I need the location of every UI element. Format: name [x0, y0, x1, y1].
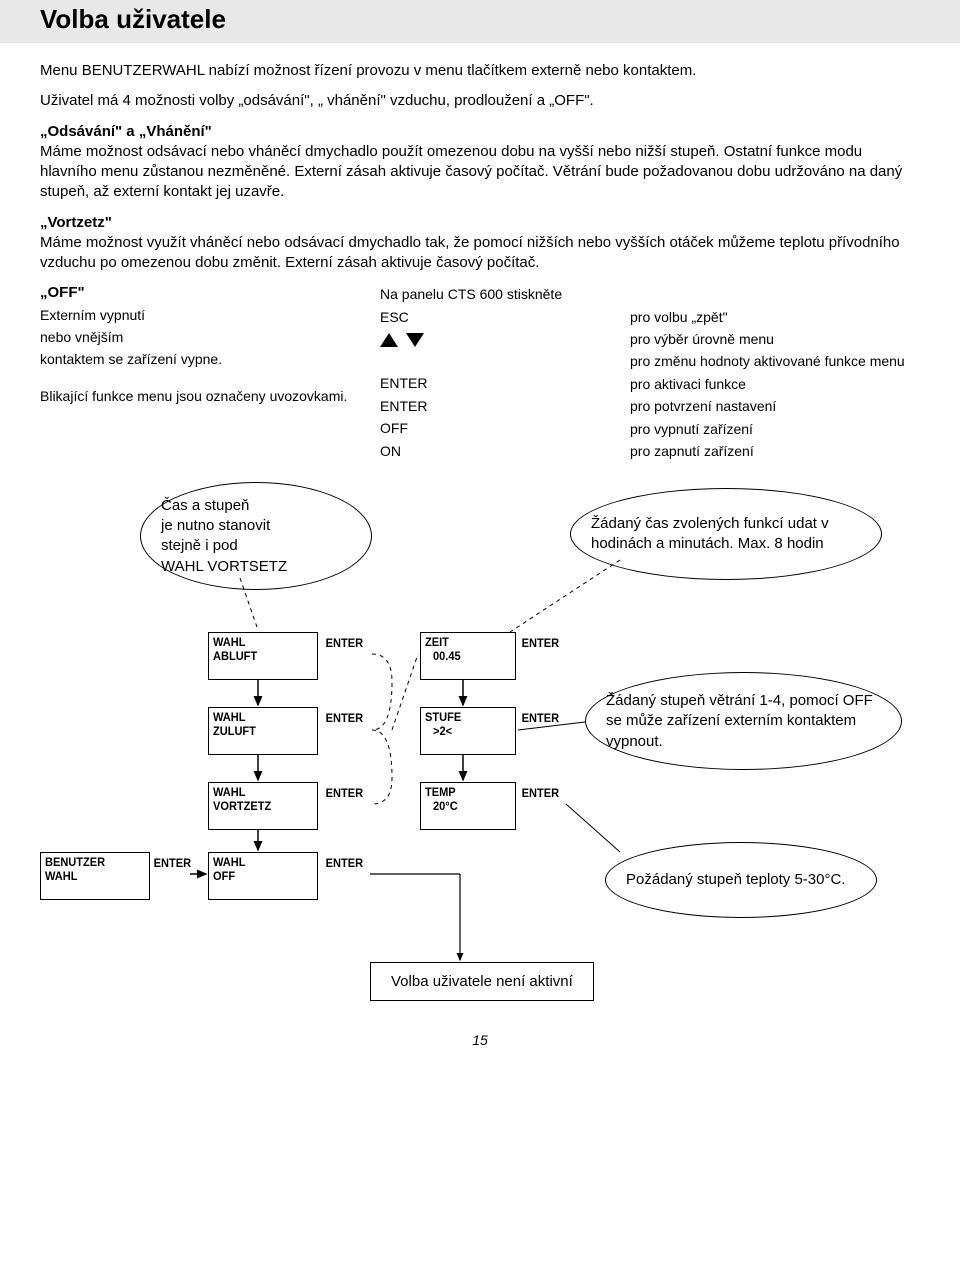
cmd-enter-2: ENTER [380, 395, 600, 417]
off-text-1: Externím vypnutí [40, 304, 350, 326]
cmd-on: ON [380, 440, 600, 462]
intro-2: Uživatel má 4 možnosti volby „odsávání",… [40, 91, 920, 111]
desc-esc: pro volbu „zpět" [630, 306, 920, 328]
desc-off: pro vypnutí zařízení [630, 418, 920, 440]
cmd-enter-1: ENTER [380, 372, 600, 394]
section-odsavani-head: „Odsávání" a „Vhánění" [40, 123, 212, 140]
up-arrow-icon [380, 333, 398, 347]
desc-enter2: pro potvrzení nastavení [630, 395, 920, 417]
section-vortzetz-head: „Vortzetz" [40, 214, 112, 231]
desc-arrows: pro výběr úrovně menu [630, 328, 920, 350]
intro-1: Menu BENUTZERWAHL nabízí možnost řízení … [40, 61, 920, 81]
desc-on: pro zapnutí zařízení [630, 440, 920, 462]
cmd-esc: ESC [380, 306, 600, 328]
down-arrow-icon [406, 333, 424, 347]
off-text-3: kontaktem se zařízení vypne. [40, 348, 350, 370]
off-text-2: nebo vnějším [40, 326, 350, 348]
page-number: 15 [40, 1032, 920, 1048]
desc-enter1: pro aktivaci funkce [630, 373, 920, 395]
section-vortzetz-body: Máme možnost využít vháněcí nebo odsávac… [40, 233, 920, 274]
menu-flow-diagram: Čas a stupeň je nutno stanovit stejně i … [40, 482, 920, 1022]
cmd-off: OFF [380, 417, 600, 439]
section-odsavani-body: Máme možnost odsávací nebo vháněcí dmych… [40, 142, 920, 203]
section-off-head: „OFF" [40, 284, 85, 301]
off-text-4: Blikající funkce menu jsou označeny uvoz… [40, 385, 350, 407]
diagram-connectors [40, 482, 920, 1022]
panel-instruction: Na panelu CTS 600 stiskněte [380, 283, 600, 305]
page-title: Volba uživatele [40, 4, 920, 35]
desc-arrows2: pro změnu hodnoty aktivované funkce menu [630, 350, 920, 372]
